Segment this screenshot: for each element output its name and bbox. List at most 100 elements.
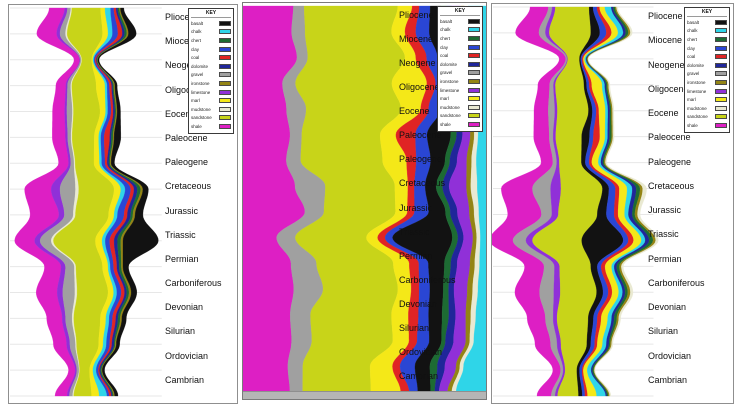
key-item-label: clay <box>440 44 449 50</box>
key-swatch <box>468 18 480 24</box>
key-item: chalk <box>440 26 480 35</box>
key-item: mudstone <box>687 104 727 113</box>
key-swatch <box>219 123 231 129</box>
key-swatch <box>219 98 231 104</box>
key-swatch <box>219 72 231 78</box>
key-swatch <box>468 113 480 119</box>
key-item: clay <box>440 43 480 52</box>
key-item: clay <box>687 44 727 53</box>
key-item-label: chalk <box>440 27 451 33</box>
key-title: KEY <box>191 10 231 18</box>
key-swatch <box>468 44 480 50</box>
key-item-label: coal <box>191 55 200 61</box>
key-item-label: sandstone <box>191 115 212 121</box>
key-item-label: dolomite <box>440 61 458 67</box>
key-swatch <box>219 106 231 112</box>
key-item-label: shale <box>191 123 202 129</box>
key-swatch <box>468 70 480 76</box>
key-item-label: chalk <box>687 28 698 34</box>
key-item-label: limestone <box>440 87 460 93</box>
key-item: shale <box>440 120 480 129</box>
key-item: gravel <box>440 69 480 78</box>
key-item: dolomite <box>191 62 231 71</box>
key-item: ironstone <box>191 79 231 88</box>
key-swatch <box>219 46 231 52</box>
key-title: KEY <box>687 9 727 17</box>
key-swatch <box>715 105 727 111</box>
key-item-label: limestone <box>687 88 707 94</box>
key-swatch <box>715 71 727 77</box>
key-item-label: ironstone <box>191 80 210 86</box>
panel-streamgraph-normalized: Pliocene Miocene Neogene Oligocene Eocene Pal… <box>242 2 487 400</box>
key-item: limestone <box>687 87 727 96</box>
key-item-label: marl <box>191 98 200 104</box>
key-item-label: coal <box>687 54 696 60</box>
key-item: ironstone <box>440 77 480 86</box>
key-item-label: chalk <box>191 29 202 35</box>
key-swatch <box>715 45 727 51</box>
key-item-label: clay <box>687 45 696 51</box>
key-item-label: ironstone <box>687 79 706 85</box>
key-item-label: limestone <box>191 89 211 95</box>
key-item-label: gravel <box>191 72 204 78</box>
panel-streamgraph-right: Pliocene Miocene Neogene Oligocene Eocene Pal… <box>491 3 734 404</box>
key-item: marl <box>440 94 480 103</box>
key-item-label: chert <box>191 37 202 43</box>
stream-band-basalt <box>97 7 159 397</box>
key-swatch <box>715 54 727 60</box>
key-item-label: sandstone <box>687 114 708 120</box>
key-item: mudstone <box>191 105 231 114</box>
key-item-label: mudstone <box>440 104 460 110</box>
key-item-label: dolomite <box>191 63 209 69</box>
key-item: chalk <box>687 27 727 36</box>
key-item: clay <box>191 45 231 54</box>
key-legend: KEY basalt chalk chert clay coal dolomite grave… <box>684 7 730 133</box>
key-item-label: basalt <box>687 19 700 25</box>
key-swatch <box>219 80 231 86</box>
key-item-label: gravel <box>440 70 453 76</box>
key-item-label: basalt <box>191 20 204 26</box>
key-swatch <box>715 97 727 103</box>
key-swatch <box>715 28 727 34</box>
key-item: sandstone <box>191 114 231 123</box>
key-swatch <box>715 19 727 25</box>
key-item-label: ironstone <box>440 78 459 84</box>
key-item-label: shale <box>687 122 698 128</box>
key-swatch <box>468 87 480 93</box>
key-item: chert <box>191 36 231 45</box>
key-item-label: shale <box>440 121 451 127</box>
key-item-label: clay <box>191 46 200 52</box>
key-item: coal <box>191 53 231 62</box>
key-legend: KEY basalt chalk chert clay coal dolomite grave… <box>437 6 483 132</box>
key-legend: KEY basalt chalk chert clay coal dolomite grave… <box>188 8 234 134</box>
key-item-label: mudstone <box>687 105 707 111</box>
key-swatch <box>715 114 727 120</box>
key-item-label: sandstone <box>440 113 461 119</box>
key-item: shale <box>687 121 727 130</box>
key-item-label: dolomite <box>687 62 705 68</box>
horizontal-scrollbar[interactable] <box>243 391 486 399</box>
key-item: basalt <box>440 17 480 26</box>
key-item-label: chert <box>440 35 451 41</box>
key-item-label: marl <box>687 97 696 103</box>
key-item-label: gravel <box>687 71 700 77</box>
key-item: shale <box>191 122 231 131</box>
key-swatch <box>715 122 727 128</box>
key-item: chert <box>440 34 480 43</box>
key-item: chalk <box>191 28 231 37</box>
key-item: gravel <box>687 70 727 79</box>
key-item: sandstone <box>440 112 480 121</box>
key-item: chert <box>687 35 727 44</box>
panel-streamgraph-left: Pliocene Miocene Neogene Oligocene Eocene Pal… <box>8 4 238 404</box>
key-swatch <box>219 20 231 26</box>
key-item: sandstone <box>687 113 727 122</box>
key-item-label: mudstone <box>191 106 211 112</box>
key-swatch <box>219 55 231 61</box>
key-swatch <box>219 115 231 121</box>
key-swatch <box>468 104 480 110</box>
key-swatch <box>468 121 480 127</box>
key-item: limestone <box>191 88 231 97</box>
key-swatch <box>468 35 480 41</box>
key-title: KEY <box>440 8 480 16</box>
